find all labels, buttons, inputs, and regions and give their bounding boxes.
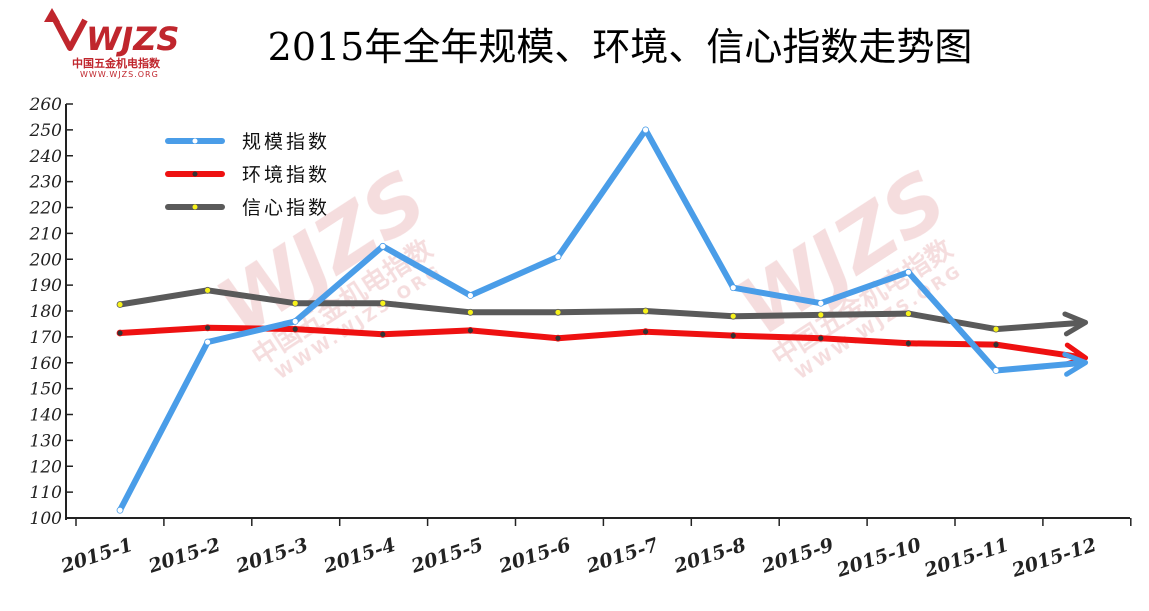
logo-url: WWW.WJZS.ORG xyxy=(80,70,159,79)
series-arrowhead-0 xyxy=(1062,351,1089,377)
x-tick-label: 2015-12 xyxy=(1008,534,1099,582)
series-point xyxy=(291,325,299,333)
series-point xyxy=(291,299,299,307)
legend-marker-1 xyxy=(192,171,198,177)
series-point xyxy=(642,307,649,315)
y-tick-label: 200 xyxy=(29,250,63,270)
series-point xyxy=(466,308,474,316)
series-point xyxy=(992,341,1000,349)
x-tick-label: 2015-5 xyxy=(408,534,486,578)
x-tick-label: 2015-6 xyxy=(495,534,573,578)
x-tick-label: 2015-8 xyxy=(671,534,749,578)
series-point xyxy=(992,367,1000,374)
y-tick-label: 100 xyxy=(30,509,63,529)
logo-cn: 中国五金机电指数 xyxy=(72,56,161,70)
series-point xyxy=(817,299,825,307)
legend-marker-0 xyxy=(192,138,198,144)
y-tick-label: 160 xyxy=(30,354,63,374)
series-point xyxy=(116,329,124,337)
series-point xyxy=(817,311,825,319)
x-tick-label: 2015-11 xyxy=(921,534,1012,582)
series-point xyxy=(729,284,737,292)
series-1 xyxy=(116,324,1089,368)
x-tick-label: 2015-7 xyxy=(583,534,661,578)
series-point xyxy=(554,334,562,342)
y-tick-label: 130 xyxy=(30,431,63,451)
series-point xyxy=(291,317,299,325)
series-group xyxy=(116,126,1089,514)
x-tick-label: 2015-10 xyxy=(833,534,924,582)
series-point xyxy=(379,299,387,307)
series-point xyxy=(204,286,212,294)
legend-label-2: 信心指数 xyxy=(242,197,330,219)
series-point xyxy=(905,268,912,276)
series-arrowhead-2 xyxy=(1062,311,1089,337)
x-tick-label: 2015-4 xyxy=(320,534,398,578)
series-point xyxy=(817,334,825,342)
legend-label-0: 规模指数 xyxy=(242,131,330,153)
series-point xyxy=(992,325,1000,333)
series-point xyxy=(204,338,212,346)
series-point xyxy=(554,253,562,261)
y-tick-label: 230 xyxy=(29,173,63,193)
series-point xyxy=(116,301,124,308)
logo: WJZS 中国五金机电指数 WWW.WJZS.ORG xyxy=(44,8,179,79)
series-point xyxy=(466,327,474,334)
y-tick-label: 260 xyxy=(29,95,63,115)
series-point xyxy=(379,330,387,338)
y-tick-label: 240 xyxy=(29,147,63,167)
y-tick-label: 220 xyxy=(29,199,63,219)
y-tick-label: 190 xyxy=(30,276,63,296)
x-tick-label: 2015-3 xyxy=(233,534,311,578)
series-line-0 xyxy=(117,126,1087,514)
series-point xyxy=(905,339,912,347)
series-0 xyxy=(116,126,1089,514)
x-tick-label: 2015-1 xyxy=(57,534,135,578)
y-tick-label: 170 xyxy=(30,328,63,348)
series-line-2 xyxy=(117,287,1087,333)
legend-marker-2 xyxy=(192,204,198,210)
y-tick-label: 210 xyxy=(29,224,63,244)
y-tick-label: 110 xyxy=(30,483,63,503)
y-tick-label: 250 xyxy=(29,121,63,141)
logo-arrow-icon xyxy=(49,12,88,51)
series-point xyxy=(116,506,124,514)
y-tick-group: 100 110 120 130 140 150 160 170 180 190 200 210 220 2… xyxy=(29,95,73,529)
series-point xyxy=(204,324,212,332)
x-tick-label: 2015-9 xyxy=(758,534,836,578)
logo-mark: WJZS xyxy=(86,20,179,58)
chart-title: 2015年全年规模、环境、信心指数走势图 xyxy=(268,25,973,69)
series-point xyxy=(729,312,737,320)
x-tick-group: 2015-1 2015-2 2015-3 2015-4 2015-5 2015-6 2015… xyxy=(57,518,1132,582)
series-point xyxy=(466,292,474,299)
series-point xyxy=(729,332,737,339)
series-point xyxy=(642,126,649,134)
y-tick-label: 120 xyxy=(30,457,63,477)
series-point xyxy=(379,242,387,250)
legend-label-1: 环境指数 xyxy=(242,164,330,186)
y-tick-label: 140 xyxy=(30,406,63,426)
series-2 xyxy=(116,286,1089,337)
x-tick-label: 2015-2 xyxy=(145,534,223,578)
series-line-1 xyxy=(117,324,1087,361)
series-point xyxy=(905,310,912,317)
series-point xyxy=(554,308,562,316)
y-tick-label: 180 xyxy=(30,302,63,322)
series-point xyxy=(642,328,649,336)
y-tick-label: 150 xyxy=(30,380,63,400)
